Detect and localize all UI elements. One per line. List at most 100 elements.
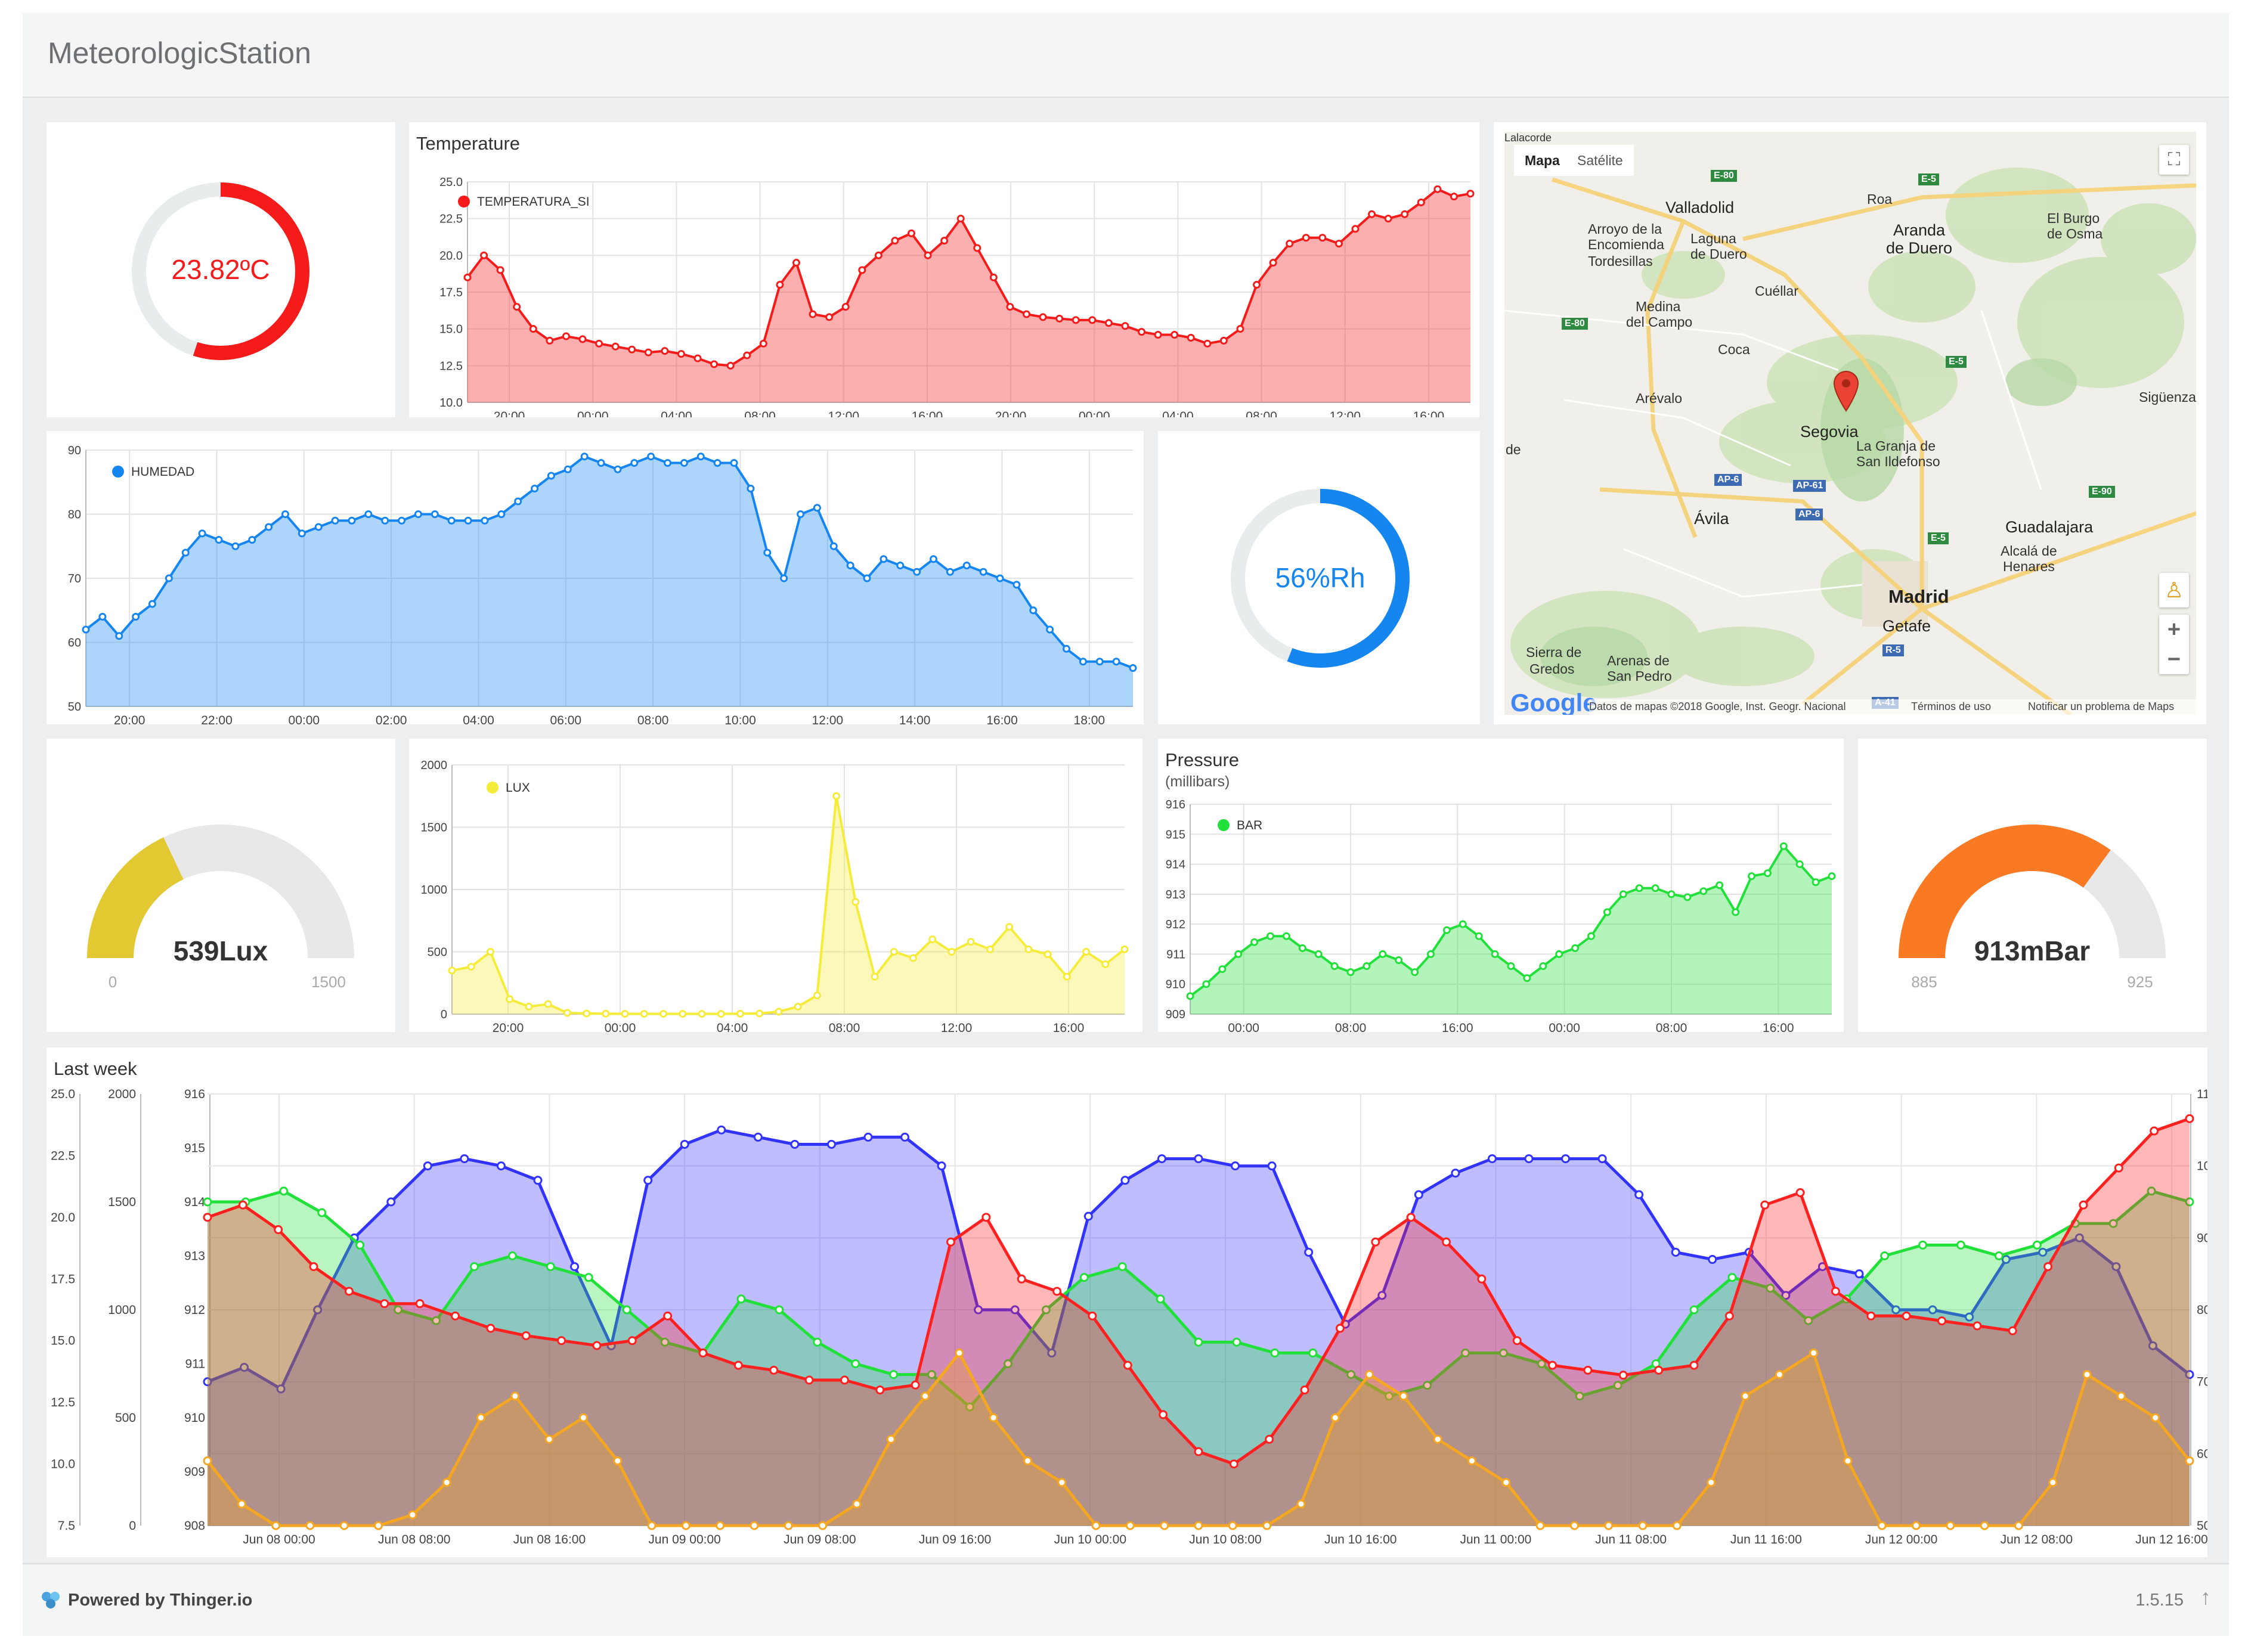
data-point <box>1854 1269 1864 1279</box>
data-point <box>1012 581 1021 589</box>
map-place: Arévalo <box>1636 390 1682 406</box>
legend-marker <box>1218 819 1230 831</box>
data-point <box>622 1305 631 1315</box>
data-point <box>1368 210 1376 218</box>
data-point <box>1399 1391 1408 1401</box>
y-tick-label: 500 <box>115 1411 136 1425</box>
data-point <box>2032 1240 2042 1250</box>
data-point <box>298 529 306 538</box>
data-point <box>1597 1154 1607 1164</box>
data-point <box>736 1294 746 1304</box>
data-point <box>1880 1251 1890 1260</box>
x-tick-label: Jun 09 00:00 <box>648 1533 720 1546</box>
legend: BAR <box>1218 819 1262 832</box>
data-point <box>681 1521 690 1530</box>
data-point <box>1117 1262 1127 1272</box>
data-point <box>1766 1284 1775 1293</box>
map-tab-satellite[interactable]: Satélite <box>1566 145 1634 176</box>
data-point <box>1159 1410 1168 1419</box>
data-point <box>486 1324 496 1333</box>
data-point <box>514 497 522 506</box>
data-point <box>380 1299 389 1309</box>
data-point <box>1575 1391 1584 1401</box>
data-point <box>469 1262 479 1272</box>
map-report-link[interactable]: Notificar un problema de Maps <box>2028 701 2175 712</box>
lux-chart: 0 500 1000 1500 2000 20:00 00:00 04:00 08:00 12:0… <box>421 759 1129 1035</box>
data-point <box>525 1002 533 1011</box>
legend-marker <box>458 196 470 207</box>
data-point <box>1120 1176 1130 1185</box>
data-point <box>497 510 506 518</box>
data-point <box>698 1348 708 1357</box>
lux-max-label: 1500 <box>311 973 346 991</box>
data-point <box>871 972 879 981</box>
data-point <box>1318 234 1327 242</box>
humidity-chart-panel: 50 60 70 80 90 20:00 22:00 00:00 02:00 04:00 06:00… <box>47 431 1144 727</box>
data-point <box>578 335 587 343</box>
y-tick-label: 915 <box>1166 828 1185 841</box>
data-point <box>696 452 705 461</box>
map-terms-link[interactable]: Términos de uso <box>1911 701 1992 712</box>
data-point <box>203 1213 212 1222</box>
data-point <box>240 1363 249 1372</box>
data-point <box>726 361 735 370</box>
fullscreen-icon[interactable]: ⛶ <box>2159 145 2189 175</box>
data-point <box>496 1161 506 1171</box>
data-point <box>1537 1359 1546 1368</box>
data-point <box>513 303 521 311</box>
x-tick-label: 20:00 <box>995 410 1027 417</box>
data-point <box>889 1370 899 1380</box>
data-point <box>467 963 475 971</box>
data-point <box>1157 1154 1166 1164</box>
data-point <box>1346 968 1355 977</box>
data-point <box>1748 872 1755 881</box>
pegman-icon[interactable]: ♙ <box>2159 573 2189 608</box>
data-point <box>563 1009 571 1017</box>
data-point <box>698 1010 706 1018</box>
pressure-gauge: 913mBar 885 925 <box>1899 824 2166 991</box>
map-place: Valladolid <box>1665 199 1735 216</box>
dashboard-frame: MeteorologicStation 23.82ºC Temperature … <box>23 13 2229 1636</box>
data-point <box>1041 1305 1051 1315</box>
scroll-top-icon[interactable]: ↑ <box>2200 1585 2211 1609</box>
data-point <box>1262 1521 1272 1530</box>
location-marker-icon[interactable] <box>1832 370 1860 412</box>
powered-by-link[interactable]: Powered by Thinger.io <box>68 1591 253 1610</box>
data-point <box>784 1521 793 1530</box>
data-point <box>1603 908 1611 916</box>
data-point <box>1160 1521 1169 1530</box>
data-point <box>1203 339 1212 348</box>
data-point <box>1079 1273 1089 1282</box>
x-tick-label: Jun 10 16:00 <box>1324 1533 1397 1546</box>
map-place: Roa <box>1867 191 1893 207</box>
map-place: El Burgo <box>2047 210 2100 226</box>
data-point <box>1194 1447 1203 1456</box>
data-point <box>1267 932 1274 940</box>
series-area <box>208 1353 2190 1526</box>
data-point <box>132 613 140 621</box>
data-point <box>680 1139 689 1149</box>
zoom-out-button[interactable]: − <box>2167 647 2181 672</box>
data-point <box>1707 1478 1716 1487</box>
x-tick-label: 16:00 <box>1053 1021 1085 1032</box>
data-point <box>1716 881 1724 889</box>
data-point <box>1282 932 1290 940</box>
map-view[interactable]: Mapa Satélite ⛶ ♙ + − Valladolid Arroyo … <box>1504 132 2196 715</box>
data-point <box>1072 316 1080 324</box>
data-point <box>238 1200 247 1210</box>
x-tick-label: Jun 11 08:00 <box>1595 1533 1667 1546</box>
data-point <box>1236 325 1244 333</box>
data-point <box>900 1132 910 1142</box>
y-tick-label: 913 <box>1166 888 1185 901</box>
grid <box>1190 804 1832 1015</box>
zoom-in-button[interactable]: + <box>2167 617 2181 642</box>
map-tab-map[interactable]: Mapa <box>1514 145 1571 176</box>
y-tick-label: 17.5 <box>439 286 463 299</box>
y-tick-label: 15.0 <box>51 1334 75 1348</box>
y-tick-label: 90 <box>2197 1231 2207 1245</box>
y-tick-label: 90 <box>68 444 81 457</box>
data-point <box>1451 1169 1460 1178</box>
data-point <box>2116 1391 2126 1401</box>
map-place: del Campo <box>1626 314 1693 330</box>
data-point <box>776 281 784 289</box>
